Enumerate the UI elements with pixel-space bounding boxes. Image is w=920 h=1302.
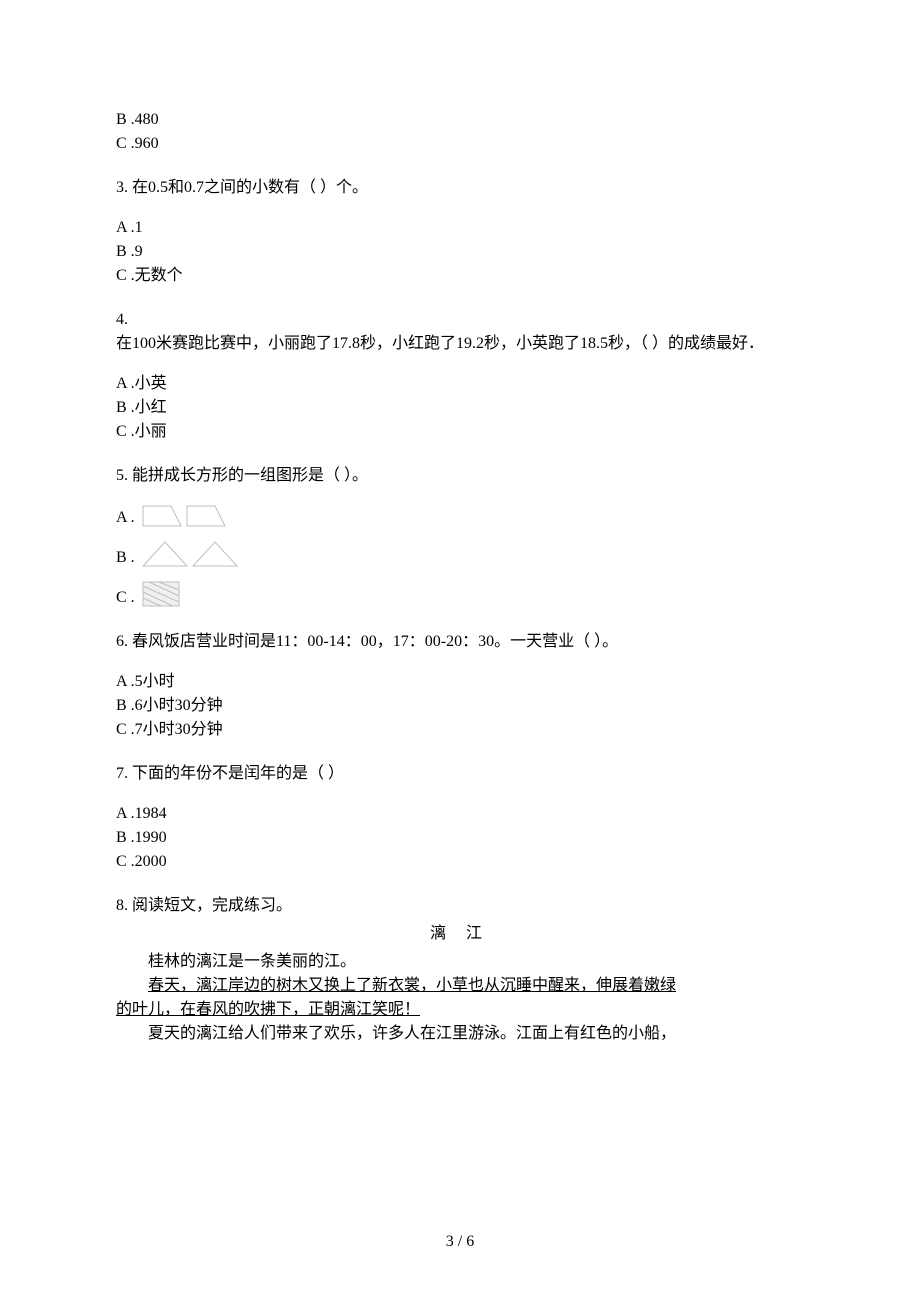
- q8-para-2a: 春天，漓江岸边的树木又换上了新衣裳，小草也从沉睡中醒来，伸展着嫩绿: [116, 974, 676, 998]
- q6-option-b: B .6小时30分钟: [116, 694, 804, 718]
- q8-para-1: 桂林的漓江是一条美丽的江。: [116, 950, 804, 974]
- question-4: 4. 在100米赛跑比赛中，小丽跑了17.8秒，小红跑了19.2秒，小英跑了18…: [116, 308, 804, 444]
- q5-option-b: B .: [116, 540, 804, 570]
- q5-text: 5. 能拼成长方形的一组图形是（ ）。: [116, 464, 804, 488]
- q3-option-b: B .9: [116, 240, 804, 264]
- q4-option-b: B .小红: [116, 396, 804, 420]
- q3-option-a: A .1: [116, 216, 804, 240]
- question-5: 5. 能拼成长方形的一组图形是（ ）。 A . B . C .: [116, 464, 804, 610]
- q8-text: 8. 阅读短文，完成练习。: [116, 894, 804, 918]
- q5-option-c-label: C .: [116, 586, 135, 610]
- question-3: 3. 在0.5和0.7之间的小数有（ ）个。 A .1 B .9 C .无数个: [116, 176, 804, 288]
- q4-text: 在100米赛跑比赛中，小丽跑了17.8秒，小红跑了19.2秒，小英跑了18.5秒…: [116, 332, 804, 356]
- q8-para-2: 春天，漓江岸边的树木又换上了新衣裳，小草也从沉睡中醒来，伸展着嫩绿 的叶儿，在春…: [116, 974, 804, 1022]
- q4-number: 4.: [116, 308, 804, 332]
- question-2-partial: B .480 C .960: [116, 108, 804, 156]
- q6-text: 6. 春风饭店营业时间是11：00-14：00，17：00-20：30。一天营业…: [116, 630, 804, 654]
- q2-option-c: C .960: [116, 132, 804, 156]
- q6-option-a: A .5小时: [116, 670, 804, 694]
- q5-option-c: C .: [116, 580, 804, 610]
- triangle-pair-icon: [141, 540, 245, 570]
- q7-text: 7. 下面的年份不是闰年的是（ ）: [116, 762, 804, 786]
- q3-text: 3. 在0.5和0.7之间的小数有（ ）个。: [116, 176, 804, 200]
- q7-option-a: A .1984: [116, 802, 804, 826]
- q2-option-b: B .480: [116, 108, 804, 132]
- q7-option-b: B .1990: [116, 826, 804, 850]
- parallelogram-pair-icon: [141, 504, 231, 530]
- question-7: 7. 下面的年份不是闰年的是（ ） A .1984 B .1990 C .200…: [116, 762, 804, 874]
- q8-para-2b: 的叶儿，在春风的吹拂下，正朝漓江笑呢！: [116, 1001, 420, 1018]
- question-8: 8. 阅读短文，完成练习。 漓 江 桂林的漓江是一条美丽的江。 春天，漓江岸边的…: [116, 894, 804, 1046]
- q4-option-a: A .小英: [116, 372, 804, 396]
- question-6: 6. 春风饭店营业时间是11：00-14：00，17：00-20：30。一天营业…: [116, 630, 804, 742]
- q7-option-c: C .2000: [116, 850, 804, 874]
- q8-para-3: 夏天的漓江给人们带来了欢乐，许多人在江里游泳。江面上有红色的小船，: [116, 1022, 804, 1046]
- q3-option-c: C .无数个: [116, 264, 804, 288]
- page-number: 3 / 6: [0, 1230, 920, 1254]
- q5-option-a: A .: [116, 504, 804, 530]
- q5-option-b-label: B .: [116, 546, 135, 570]
- hatched-rectangle-icon: [141, 580, 183, 610]
- q8-title: 漓 江: [116, 922, 804, 946]
- q4-option-c: C .小丽: [116, 420, 804, 444]
- q6-option-c: C .7小时30分钟: [116, 718, 804, 742]
- q5-option-a-label: A .: [116, 506, 135, 530]
